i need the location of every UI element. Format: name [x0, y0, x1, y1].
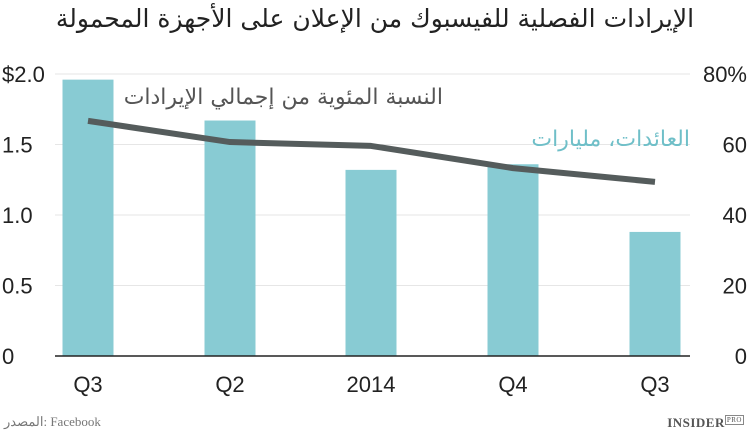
logo-sup: PRO [724, 414, 744, 425]
left-tick-label: $2.0 [2, 62, 45, 87]
left-tick-label: 0.5 [2, 274, 33, 299]
right-tick-label: 20 [723, 274, 747, 299]
bar [204, 120, 256, 356]
left-tick-label: 0 [2, 344, 14, 369]
x-tick-label: Q2 [215, 372, 244, 397]
bar [345, 169, 397, 356]
bar [487, 164, 539, 356]
x-tick-label: Q4 [498, 372, 527, 397]
left-tick-label: 1.0 [2, 203, 33, 228]
logo-text: INSIDER [667, 415, 725, 430]
right-tick-label: 60 [723, 133, 747, 158]
source-note: المصدر: Facebook [4, 414, 101, 429]
left-tick-label: 1.5 [2, 133, 33, 158]
right-tick-label: 0 [735, 344, 747, 369]
chart-title: الإيرادات الفصلية للفيسبوك من الإعلان عل… [55, 4, 695, 33]
legend-bar-label: العائدات، مليارات [531, 127, 690, 152]
legend-line-label: النسبة المئوية من إجمالي الإيرادات [124, 85, 443, 110]
x-tick-label: Q3 [73, 372, 102, 397]
right-tick-label: 80% [703, 62, 747, 87]
x-tick-label: 2014 [347, 372, 396, 397]
bar [629, 231, 681, 356]
insider-pro-logo: INSIDER PRO [667, 414, 744, 431]
x-tick-label: Q3 [640, 372, 669, 397]
right-tick-label: 40 [723, 203, 747, 228]
